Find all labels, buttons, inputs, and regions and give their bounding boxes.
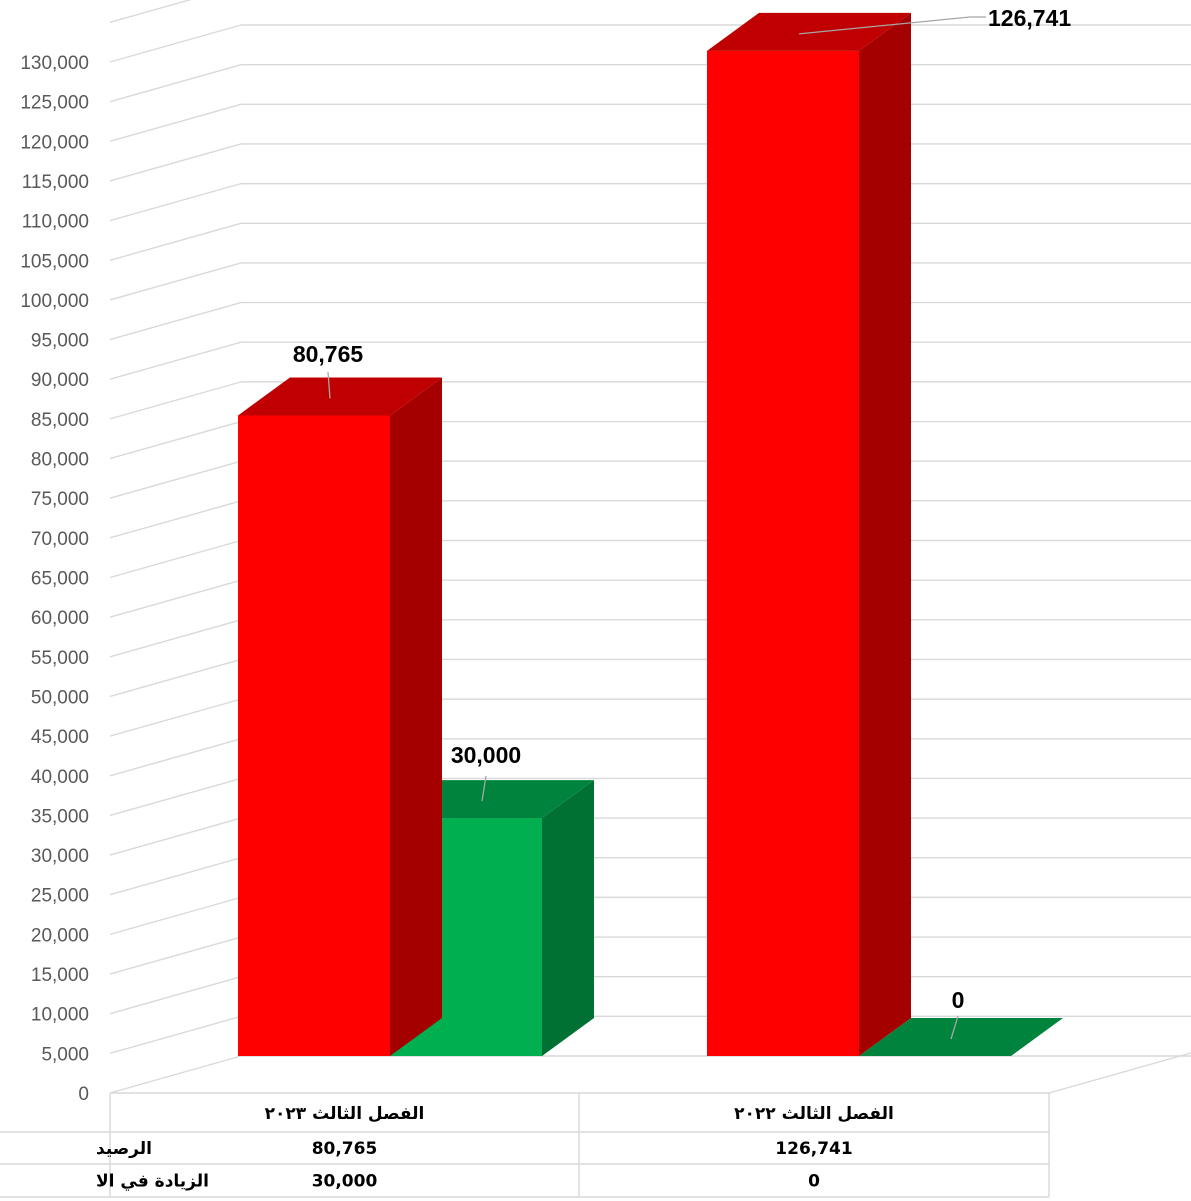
table-value: 126,741 xyxy=(775,1139,852,1159)
bar-top xyxy=(859,1018,1063,1056)
table-value: 0 xyxy=(808,1172,820,1192)
y-tick-label: 120,000 xyxy=(20,132,89,153)
leader-line xyxy=(798,16,986,35)
y-tick-label: 80,000 xyxy=(31,450,89,471)
table-value: 80,765 xyxy=(312,1139,378,1159)
gridline-diagonal xyxy=(109,539,242,579)
gridline-diagonal xyxy=(109,1015,242,1055)
data-label: 126,741 xyxy=(988,5,1071,31)
y-tick-label: 70,000 xyxy=(31,529,89,550)
table-category-label: الفصل الثالث ٢٠٢٣ xyxy=(265,1104,425,1124)
y-tick-label: 65,000 xyxy=(31,569,89,590)
gridline-diagonal xyxy=(109,976,242,1015)
y-tick-label: 90,000 xyxy=(31,370,89,391)
y-tick-label: 45,000 xyxy=(31,727,89,748)
gridline-diagonal xyxy=(109,698,242,737)
gridline-diagonal xyxy=(109,777,242,817)
table-value: 30,000 xyxy=(312,1172,378,1192)
y-tick-label: 30,000 xyxy=(31,846,89,867)
y-tick-label: 5,000 xyxy=(41,1044,89,1065)
data-label: 80,765 xyxy=(293,341,364,367)
gridline-diagonal xyxy=(109,857,242,896)
table-category-label: الفصل الثالث ٢٠٢٢ xyxy=(734,1104,894,1124)
gridline-diagonal xyxy=(109,1055,242,1094)
y-axis-ticks: 0 5,000 10,000 15,000 20,000 25,000 30,000 35,0… xyxy=(20,53,89,1105)
bar-side xyxy=(390,377,442,1056)
gridline-diagonal xyxy=(109,619,242,658)
table-series-name: الزيادة في الا xyxy=(96,1172,209,1192)
gridline-diagonal xyxy=(109,341,242,380)
gridline-diagonal xyxy=(109,24,242,63)
gridline-diagonal xyxy=(109,143,242,182)
gridline-diagonal xyxy=(109,182,242,222)
gridline-diagonal xyxy=(109,0,192,24)
bar-top xyxy=(238,377,442,416)
gridline-diagonal xyxy=(109,817,242,856)
gridline-diagonal xyxy=(109,63,242,103)
gridline-diagonal xyxy=(109,896,242,936)
bar-0-1 xyxy=(707,12,911,1057)
gridline-diagonal xyxy=(109,658,242,698)
y-tick-label: 55,000 xyxy=(31,648,89,669)
leader-line xyxy=(481,775,487,802)
y-tick-label: 10,000 xyxy=(31,1005,89,1026)
gridline-diagonal xyxy=(109,936,242,975)
bar-top xyxy=(707,12,911,51)
bar-front xyxy=(238,415,390,1056)
gridline-diagonal xyxy=(109,103,242,142)
data-table: الفصل الثالث ٢٠٢٣ الفصل الثالث ٢٠٢٢ الرصيد… xyxy=(0,1092,1050,1198)
leader-line xyxy=(327,371,331,399)
y-tick-label: 25,000 xyxy=(31,886,89,907)
gridline-diagonal xyxy=(109,381,242,420)
y-tick-label: 75,000 xyxy=(31,489,89,510)
y-tick-label: 100,000 xyxy=(20,291,89,312)
y-tick-label: 15,000 xyxy=(31,965,89,986)
bar-1-1 xyxy=(859,1018,1063,1056)
y-tick-label: 0 xyxy=(78,1084,89,1105)
y-tick-label: 95,000 xyxy=(31,331,89,352)
y-tick-label: 110,000 xyxy=(22,212,89,233)
gridline-diagonal xyxy=(109,500,242,539)
y-tick-label: 60,000 xyxy=(31,608,89,629)
y-tick-label: 125,000 xyxy=(20,93,89,114)
gridline-diagonal xyxy=(109,738,242,777)
leader-line xyxy=(950,1015,959,1040)
y-tick-label: 105,000 xyxy=(20,251,89,272)
y-tick-label: 20,000 xyxy=(31,925,89,946)
gridline-diagonal xyxy=(109,579,242,618)
data-label: 30,000 xyxy=(451,742,521,768)
gridline-diagonal xyxy=(109,301,242,341)
bar-0-0 xyxy=(238,377,442,1056)
y-tick-label: 40,000 xyxy=(31,767,89,788)
bar-front xyxy=(707,50,859,1057)
gridline-diagonal xyxy=(109,460,242,499)
bar-side xyxy=(859,12,911,1056)
floor-edge xyxy=(1048,1052,1191,1094)
y-tick-label: 85,000 xyxy=(31,410,89,431)
bars xyxy=(238,12,1063,1057)
y-tick-label: 130,000 xyxy=(20,53,89,74)
gridline-diagonal xyxy=(109,262,242,301)
y-tick-label: 115,000 xyxy=(22,172,89,193)
data-labels: 0 126,741 30,000 80,765 xyxy=(293,5,1071,1040)
y-tick-label: 50,000 xyxy=(31,687,89,708)
y-tick-label: 35,000 xyxy=(31,806,89,827)
table-series-name: الرصيد xyxy=(96,1139,152,1159)
gridline-diagonal xyxy=(109,420,242,460)
data-label: 0 xyxy=(952,987,965,1013)
bar-side xyxy=(542,780,594,1056)
gridline-diagonal xyxy=(109,222,242,261)
